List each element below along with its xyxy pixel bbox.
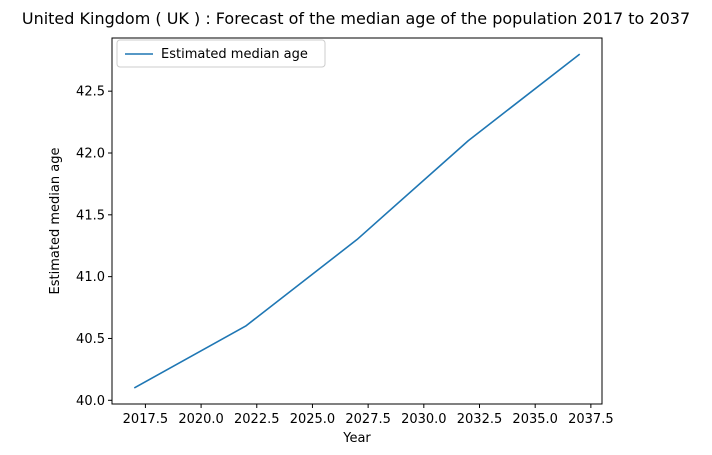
y-tick-label: 41.5 — [76, 208, 105, 223]
y-axis: 40.0 40.5 41.0 41.5 42.0 42.5 — [76, 85, 112, 409]
series-layer — [133, 53, 581, 389]
x-tick-label: 2032.5 — [457, 412, 503, 427]
legend-box — [116, 39, 326, 68]
plot-area — [111, 37, 603, 405]
y-axis-label: Estimated median age — [48, 148, 63, 295]
x-tick-label: 2027.5 — [345, 412, 391, 427]
x-tick-label: 2035.0 — [512, 412, 558, 427]
y-tick-label: 41.0 — [76, 270, 105, 285]
chart-title: United Kingdom ( UK ) : Forecast of the … — [22, 9, 690, 28]
y-tick-label: 40.5 — [76, 332, 105, 347]
x-axis: 2017.5 2020.0 2022.5 2025.0 2027.5 2030.0 2032… — [123, 404, 614, 427]
y-tick-label: 40.0 — [76, 394, 105, 409]
x-axis-label: Year — [342, 431, 371, 446]
x-tick-label: 2025.0 — [290, 412, 336, 427]
x-tick-label: 2020.0 — [178, 412, 224, 427]
legend-label: Estimated median age — [161, 47, 308, 62]
series-line-median-age — [133, 53, 581, 389]
legend: Estimated median age — [116, 39, 326, 68]
x-tick-label: 2030.0 — [401, 412, 447, 427]
x-tick-label: 2017.5 — [123, 412, 169, 427]
x-tick-label: 2022.5 — [234, 412, 280, 427]
y-tick-label: 42.5 — [76, 85, 105, 100]
y-tick-label: 42.0 — [76, 146, 105, 161]
x-tick-label: 2037.5 — [568, 412, 614, 427]
